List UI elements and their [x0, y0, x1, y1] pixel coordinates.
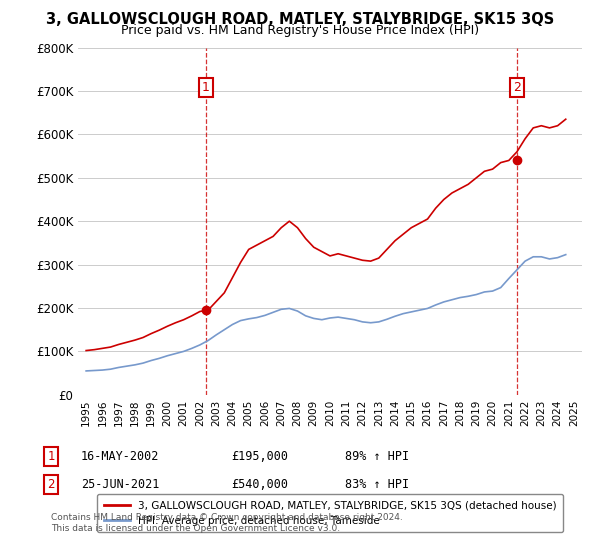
- Text: This data is licensed under the Open Government Licence v3.0.: This data is licensed under the Open Gov…: [51, 524, 340, 533]
- Text: 3, GALLOWSCLOUGH ROAD, MATLEY, STALYBRIDGE, SK15 3QS: 3, GALLOWSCLOUGH ROAD, MATLEY, STALYBRID…: [46, 12, 554, 27]
- Text: £195,000: £195,000: [231, 450, 288, 463]
- Text: 25-JUN-2021: 25-JUN-2021: [81, 478, 160, 491]
- Text: 2: 2: [512, 81, 521, 94]
- Text: 1: 1: [47, 450, 55, 463]
- Text: Contains HM Land Registry data © Crown copyright and database right 2024.: Contains HM Land Registry data © Crown c…: [51, 514, 403, 522]
- Text: 16-MAY-2002: 16-MAY-2002: [81, 450, 160, 463]
- Text: 1: 1: [202, 81, 210, 94]
- Text: 89% ↑ HPI: 89% ↑ HPI: [345, 450, 409, 463]
- Legend: 3, GALLOWSCLOUGH ROAD, MATLEY, STALYBRIDGE, SK15 3QS (detached house), HPI: Aver: 3, GALLOWSCLOUGH ROAD, MATLEY, STALYBRID…: [97, 494, 563, 532]
- Text: Price paid vs. HM Land Registry's House Price Index (HPI): Price paid vs. HM Land Registry's House …: [121, 24, 479, 37]
- Text: 83% ↑ HPI: 83% ↑ HPI: [345, 478, 409, 491]
- Text: 2: 2: [47, 478, 55, 491]
- Text: £540,000: £540,000: [231, 478, 288, 491]
